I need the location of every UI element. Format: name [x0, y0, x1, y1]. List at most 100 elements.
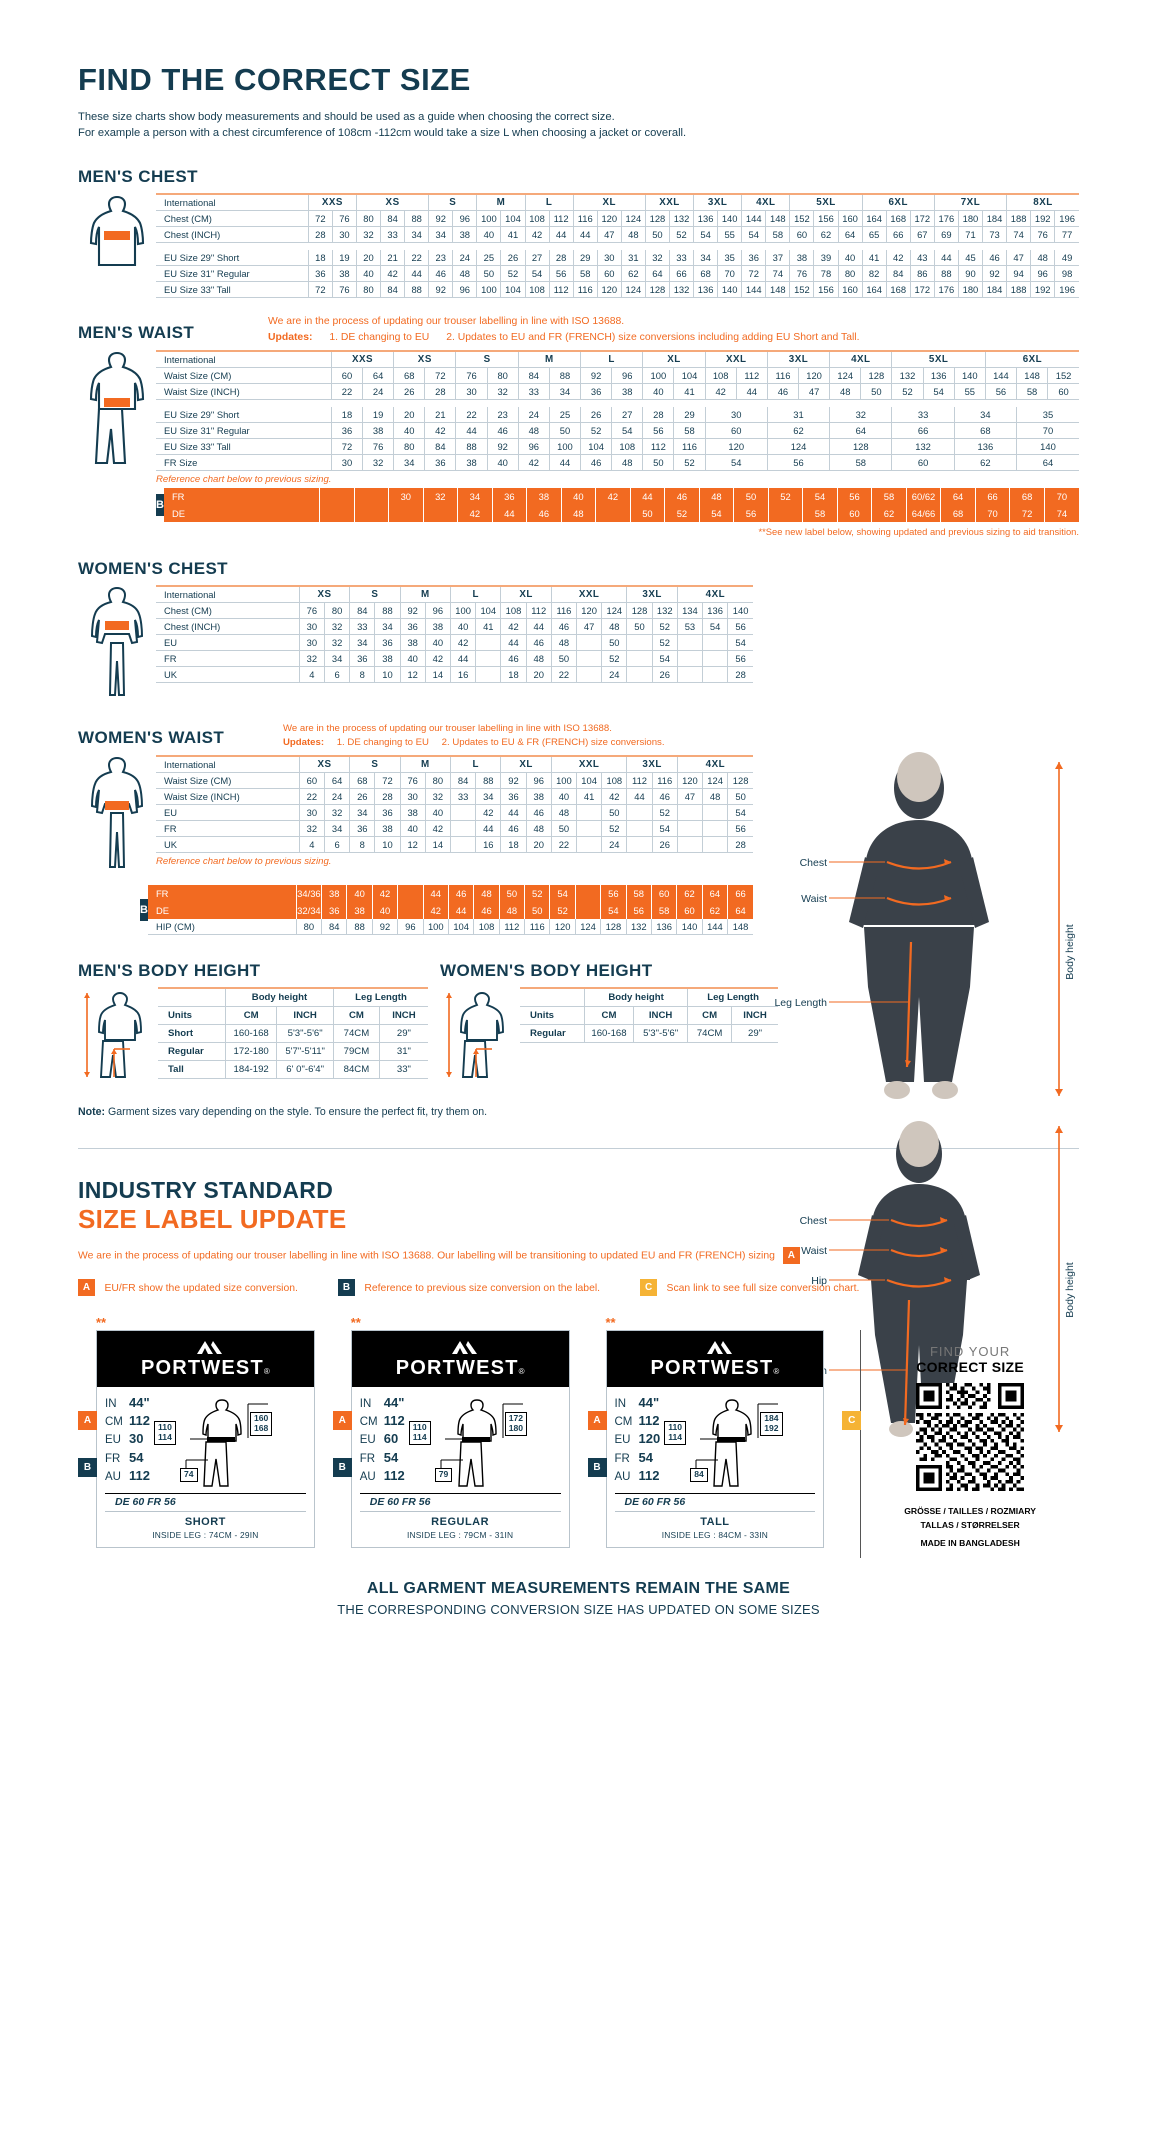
table-cell: 112: [525, 602, 552, 619]
size-header: XXL: [550, 756, 627, 773]
leg-box-tall: 84: [690, 1468, 708, 1482]
label-update-legend: A EU/FR show the updated size conversion…: [78, 1278, 1079, 1297]
table-cell: 50: [550, 650, 577, 667]
table-cell: 62: [871, 504, 907, 522]
table-cell: 44: [735, 383, 768, 400]
table-cell: 60: [704, 422, 768, 439]
height-box-tall: 184 192: [760, 1412, 783, 1436]
table-cell: 27: [524, 249, 550, 266]
table-cell: 160: [837, 210, 863, 227]
womens-body-height-table: Body height Leg Length Units CM INCH CM INCH Re…: [520, 987, 778, 1043]
table-cell: 36: [424, 454, 456, 471]
table-row: Units CM INCH CM INCH: [158, 1006, 428, 1025]
table-cell: 29: [572, 249, 598, 266]
table-cell: 42: [422, 902, 449, 920]
table-cell: 44: [404, 265, 429, 282]
table-cell: [576, 634, 602, 651]
table-cell: 47: [596, 226, 622, 243]
unit-cm-short: CM: [105, 1416, 123, 1429]
table-cell: 25: [548, 406, 581, 423]
table-cell: 18: [500, 666, 527, 683]
table-row: HIP (CM) 80 84 88 92 96 100 104 108 112 116 120 124 1…: [147, 919, 754, 935]
table-cell: 46: [500, 820, 527, 837]
table-cell: 52: [651, 804, 678, 821]
table-cell: 64: [727, 902, 754, 920]
table-cell: 40: [346, 885, 373, 903]
registered-mark-tall: ®: [773, 1367, 780, 1377]
table-cell: 42: [424, 650, 451, 667]
table-cell: 8: [349, 836, 375, 853]
table-cell: 29: [673, 406, 706, 423]
table-cell: 48: [829, 383, 861, 400]
table-cell: 48: [560, 504, 596, 522]
row-label: Chest (CM): [164, 213, 212, 225]
leg-box-regular: 79: [434, 1468, 453, 1482]
table-cell: 124: [766, 438, 830, 455]
table-row: Chest (INCH) 30 32 33 34 36 38 40 41 42 44 46 47 48 50…: [156, 618, 753, 635]
womens-waist-reference-table: FR 34/36 38 40 42 44 46 48 50 52 54 56 58 60 62 64 66 DE 3…: [147, 885, 754, 920]
section-title-mens-waist: MEN'S WAIST: [78, 323, 195, 343]
qr-card: FIND YOUR CORRECT SIZE: [860, 1330, 1079, 1559]
table-cell: 55: [717, 226, 742, 243]
female-label-waist: Waist: [801, 1245, 827, 1257]
value-in-tall: 44": [638, 1395, 660, 1411]
mens-waist-body: International XXS XS S M L XL XXL 3XL 4XL 5XL 6XL Wa…: [156, 351, 1079, 471]
table-cell: 124: [574, 919, 601, 935]
table-cell: 124: [620, 210, 646, 227]
size-header: 4XL: [829, 351, 892, 368]
womens-waist-update-2: 2. Updates to EU & FR (FRENCH) size conv…: [441, 737, 665, 749]
table-cell: 64: [940, 487, 976, 505]
table-cell: 36: [349, 820, 375, 837]
table-cell: 100: [449, 602, 476, 619]
female-label-chest: Chest: [800, 1215, 828, 1227]
table-cell: 56: [600, 885, 627, 903]
card-sizes-tall: IN 44" CM 112 EU 120 FR 54 AU 112: [615, 1394, 661, 1490]
table-cell: 50: [733, 487, 769, 505]
table-cell: 176: [933, 210, 959, 227]
column-header: INCH: [276, 1006, 334, 1025]
table-cell: 80: [355, 210, 381, 227]
table-cell: 38: [321, 885, 347, 903]
table-cell: 32: [323, 804, 350, 821]
table-cell: 50: [629, 504, 665, 522]
table-cell: 64: [701, 885, 728, 903]
table-cell: 6' 0"-6'4": [276, 1060, 334, 1079]
table-cell: 80: [323, 602, 350, 619]
table-cell: 42: [424, 820, 451, 837]
table-cell: 100: [476, 210, 501, 227]
table-cell: 34: [428, 226, 453, 243]
card-body-icon-regular: [440, 1399, 523, 1487]
table-cell: 52: [668, 226, 694, 243]
table-cell: 24: [601, 666, 627, 683]
table-cell: 44: [475, 820, 501, 837]
table-cell: 56: [625, 902, 652, 920]
table-cell: 47: [676, 788, 703, 805]
mens-waist-updates-label: Updates:: [268, 331, 313, 343]
table-row: DE 42 44 46 48 50 52 54 56 58 60 62 64/66 68 70 72 74: [163, 504, 1080, 522]
table-cell: 58: [871, 487, 907, 505]
table-cell: 42: [500, 618, 527, 635]
table-cell: 104: [576, 772, 602, 789]
size-header: L: [449, 756, 501, 773]
table-cell: 24: [362, 383, 394, 400]
table-cell: 66: [885, 226, 911, 243]
unit-eu-tall: EU: [614, 1434, 631, 1447]
table-cell: 188: [1006, 281, 1031, 298]
table-cell: 52: [601, 820, 627, 837]
qr-card-wrap: ** C FIND YOUR CORRECT SIZE: [842, 1315, 1079, 1559]
size-header: L: [449, 585, 501, 603]
table-cell: 164: [861, 281, 887, 298]
table-cell: 48: [525, 820, 552, 837]
table-cell: 36: [349, 650, 375, 667]
table-cell: [574, 902, 601, 920]
table-cell: 116: [766, 367, 799, 384]
table-cell: 64: [323, 772, 350, 789]
row-label: Regular: [168, 1046, 204, 1058]
badge-a-inline: A: [782, 1247, 800, 1265]
table-cell: [702, 634, 728, 651]
table-cell: 54: [698, 504, 734, 522]
qr-code-icon[interactable]: [871, 1383, 1069, 1496]
table-cell: 132: [668, 281, 694, 298]
female-body-icon: [90, 586, 144, 696]
table-cell: 41: [475, 618, 501, 635]
